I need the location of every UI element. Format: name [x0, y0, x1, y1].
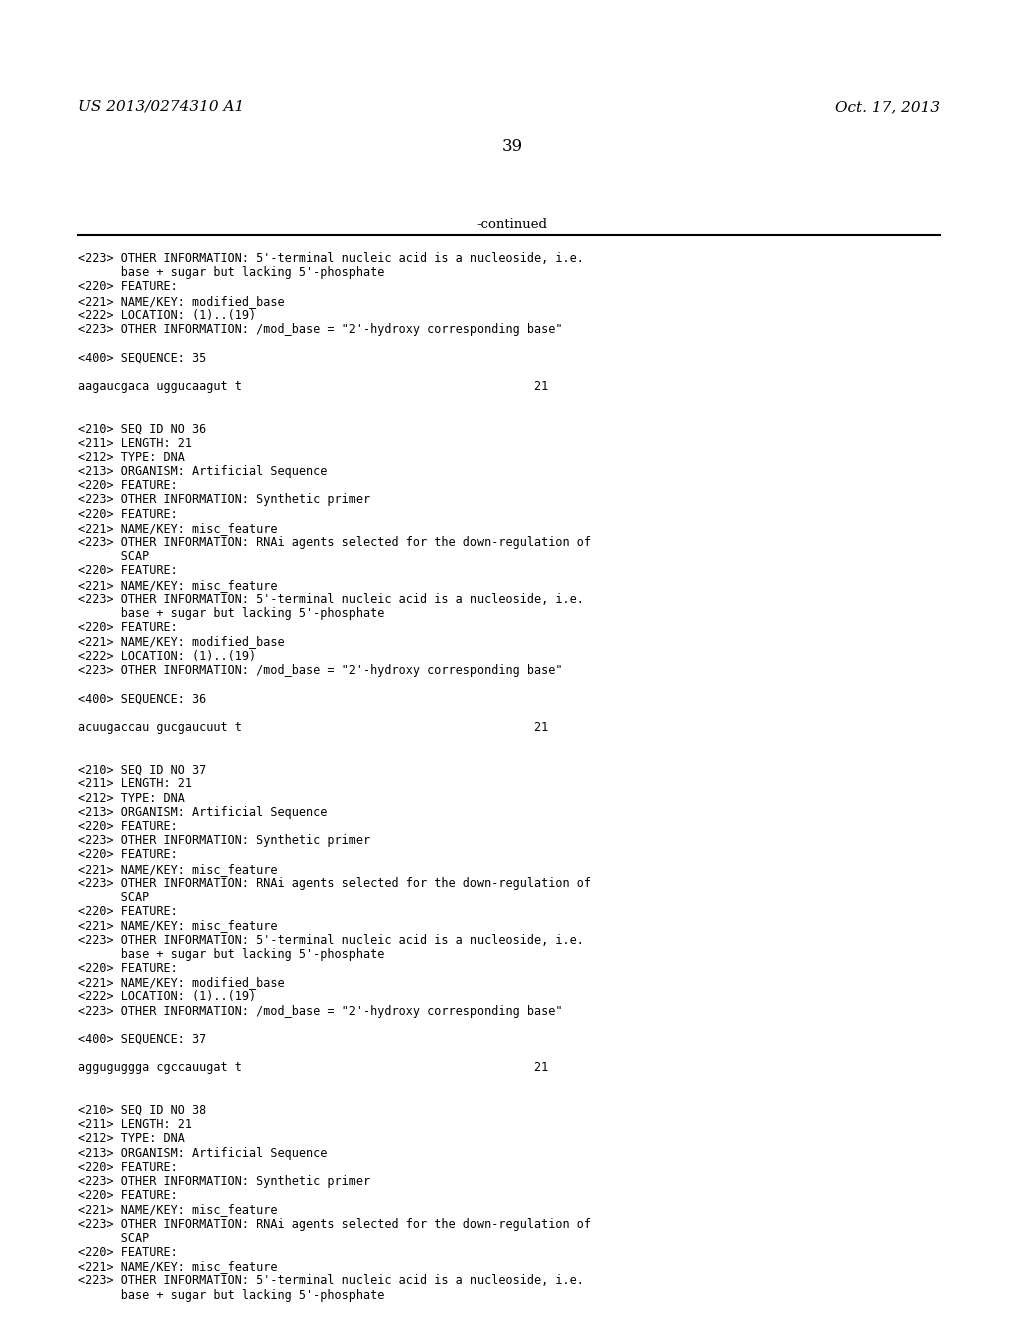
Text: <223> OTHER INFORMATION: /mod_base = "2'-hydroxy corresponding base": <223> OTHER INFORMATION: /mod_base = "2'… — [78, 1005, 562, 1018]
Text: base + sugar but lacking 5'-phosphate: base + sugar but lacking 5'-phosphate — [78, 607, 384, 620]
Text: <221> NAME/KEY: misc_feature: <221> NAME/KEY: misc_feature — [78, 1204, 278, 1217]
Text: <223> OTHER INFORMATION: 5'-terminal nucleic acid is a nucleoside, i.e.: <223> OTHER INFORMATION: 5'-terminal nuc… — [78, 593, 584, 606]
Text: <221> NAME/KEY: misc_feature: <221> NAME/KEY: misc_feature — [78, 1261, 278, 1274]
Text: <223> OTHER INFORMATION: Synthetic primer: <223> OTHER INFORMATION: Synthetic prime… — [78, 1175, 370, 1188]
Text: <210> SEQ ID NO 36: <210> SEQ ID NO 36 — [78, 422, 206, 436]
Text: <223> OTHER INFORMATION: Synthetic primer: <223> OTHER INFORMATION: Synthetic prime… — [78, 834, 370, 847]
Text: SCAP: SCAP — [78, 550, 150, 564]
Text: US 2013/0274310 A1: US 2013/0274310 A1 — [78, 100, 245, 114]
Text: agguguggga cgccauugat t                                         21: agguguggga cgccauugat t 21 — [78, 1061, 548, 1074]
Text: <213> ORGANISM: Artificial Sequence: <213> ORGANISM: Artificial Sequence — [78, 465, 328, 478]
Text: 39: 39 — [502, 139, 522, 154]
Text: <223> OTHER INFORMATION: RNAi agents selected for the down-regulation of: <223> OTHER INFORMATION: RNAi agents sel… — [78, 876, 591, 890]
Text: <221> NAME/KEY: misc_feature: <221> NAME/KEY: misc_feature — [78, 521, 278, 535]
Text: base + sugar but lacking 5'-phosphate: base + sugar but lacking 5'-phosphate — [78, 948, 384, 961]
Text: SCAP: SCAP — [78, 891, 150, 904]
Text: <223> OTHER INFORMATION: RNAi agents selected for the down-regulation of: <223> OTHER INFORMATION: RNAi agents sel… — [78, 1217, 591, 1230]
Text: <220> FEATURE:: <220> FEATURE: — [78, 849, 178, 862]
Text: Oct. 17, 2013: Oct. 17, 2013 — [835, 100, 940, 114]
Text: <223> OTHER INFORMATION: 5'-terminal nucleic acid is a nucleoside, i.e.: <223> OTHER INFORMATION: 5'-terminal nuc… — [78, 933, 584, 946]
Text: <220> FEATURE:: <220> FEATURE: — [78, 280, 178, 293]
Text: <220> FEATURE:: <220> FEATURE: — [78, 1189, 178, 1203]
Text: base + sugar but lacking 5'-phosphate: base + sugar but lacking 5'-phosphate — [78, 267, 384, 280]
Text: -continued: -continued — [476, 218, 548, 231]
Text: <221> NAME/KEY: modified_base: <221> NAME/KEY: modified_base — [78, 635, 285, 648]
Text: <223> OTHER INFORMATION: 5'-terminal nucleic acid is a nucleoside, i.e.: <223> OTHER INFORMATION: 5'-terminal nuc… — [78, 252, 584, 265]
Text: SCAP: SCAP — [78, 1232, 150, 1245]
Text: <220> FEATURE:: <220> FEATURE: — [78, 508, 178, 520]
Text: <400> SEQUENCE: 36: <400> SEQUENCE: 36 — [78, 692, 206, 705]
Text: <222> LOCATION: (1)..(19): <222> LOCATION: (1)..(19) — [78, 649, 256, 663]
Text: <220> FEATURE:: <220> FEATURE: — [78, 622, 178, 634]
Text: acuugaccau gucgaucuut t                                         21: acuugaccau gucgaucuut t 21 — [78, 721, 548, 734]
Text: <221> NAME/KEY: misc_feature: <221> NAME/KEY: misc_feature — [78, 578, 278, 591]
Text: <213> ORGANISM: Artificial Sequence: <213> ORGANISM: Artificial Sequence — [78, 1147, 328, 1159]
Text: <211> LENGTH: 21: <211> LENGTH: 21 — [78, 437, 193, 450]
Text: <222> LOCATION: (1)..(19): <222> LOCATION: (1)..(19) — [78, 309, 256, 322]
Text: <222> LOCATION: (1)..(19): <222> LOCATION: (1)..(19) — [78, 990, 256, 1003]
Text: <210> SEQ ID NO 38: <210> SEQ ID NO 38 — [78, 1104, 206, 1117]
Text: <212> TYPE: DNA: <212> TYPE: DNA — [78, 451, 185, 463]
Text: <210> SEQ ID NO 37: <210> SEQ ID NO 37 — [78, 763, 206, 776]
Text: base + sugar but lacking 5'-phosphate: base + sugar but lacking 5'-phosphate — [78, 1288, 384, 1302]
Text: <212> TYPE: DNA: <212> TYPE: DNA — [78, 1133, 185, 1146]
Text: <400> SEQUENCE: 37: <400> SEQUENCE: 37 — [78, 1034, 206, 1045]
Text: <223> OTHER INFORMATION: /mod_base = "2'-hydroxy corresponding base": <223> OTHER INFORMATION: /mod_base = "2'… — [78, 664, 562, 677]
Text: <211> LENGTH: 21: <211> LENGTH: 21 — [78, 777, 193, 791]
Text: <220> FEATURE:: <220> FEATURE: — [78, 565, 178, 577]
Text: <223> OTHER INFORMATION: 5'-terminal nucleic acid is a nucleoside, i.e.: <223> OTHER INFORMATION: 5'-terminal nuc… — [78, 1274, 584, 1287]
Text: <220> FEATURE:: <220> FEATURE: — [78, 479, 178, 492]
Text: <213> ORGANISM: Artificial Sequence: <213> ORGANISM: Artificial Sequence — [78, 805, 328, 818]
Text: <400> SEQUENCE: 35: <400> SEQUENCE: 35 — [78, 351, 206, 364]
Text: <223> OTHER INFORMATION: RNAi agents selected for the down-regulation of: <223> OTHER INFORMATION: RNAi agents sel… — [78, 536, 591, 549]
Text: <220> FEATURE:: <220> FEATURE: — [78, 1246, 178, 1259]
Text: <221> NAME/KEY: modified_base: <221> NAME/KEY: modified_base — [78, 977, 285, 989]
Text: <223> OTHER INFORMATION: /mod_base = "2'-hydroxy corresponding base": <223> OTHER INFORMATION: /mod_base = "2'… — [78, 323, 562, 337]
Text: <221> NAME/KEY: misc_feature: <221> NAME/KEY: misc_feature — [78, 862, 278, 875]
Text: <211> LENGTH: 21: <211> LENGTH: 21 — [78, 1118, 193, 1131]
Text: <221> NAME/KEY: modified_base: <221> NAME/KEY: modified_base — [78, 294, 285, 308]
Text: aagaucgaca uggucaagut t                                         21: aagaucgaca uggucaagut t 21 — [78, 380, 548, 393]
Text: <220> FEATURE:: <220> FEATURE: — [78, 906, 178, 919]
Text: <220> FEATURE:: <220> FEATURE: — [78, 820, 178, 833]
Text: <223> OTHER INFORMATION: Synthetic primer: <223> OTHER INFORMATION: Synthetic prime… — [78, 494, 370, 507]
Text: <220> FEATURE:: <220> FEATURE: — [78, 1160, 178, 1173]
Text: <221> NAME/KEY: misc_feature: <221> NAME/KEY: misc_feature — [78, 920, 278, 932]
Text: <220> FEATURE:: <220> FEATURE: — [78, 962, 178, 975]
Text: <212> TYPE: DNA: <212> TYPE: DNA — [78, 792, 185, 805]
